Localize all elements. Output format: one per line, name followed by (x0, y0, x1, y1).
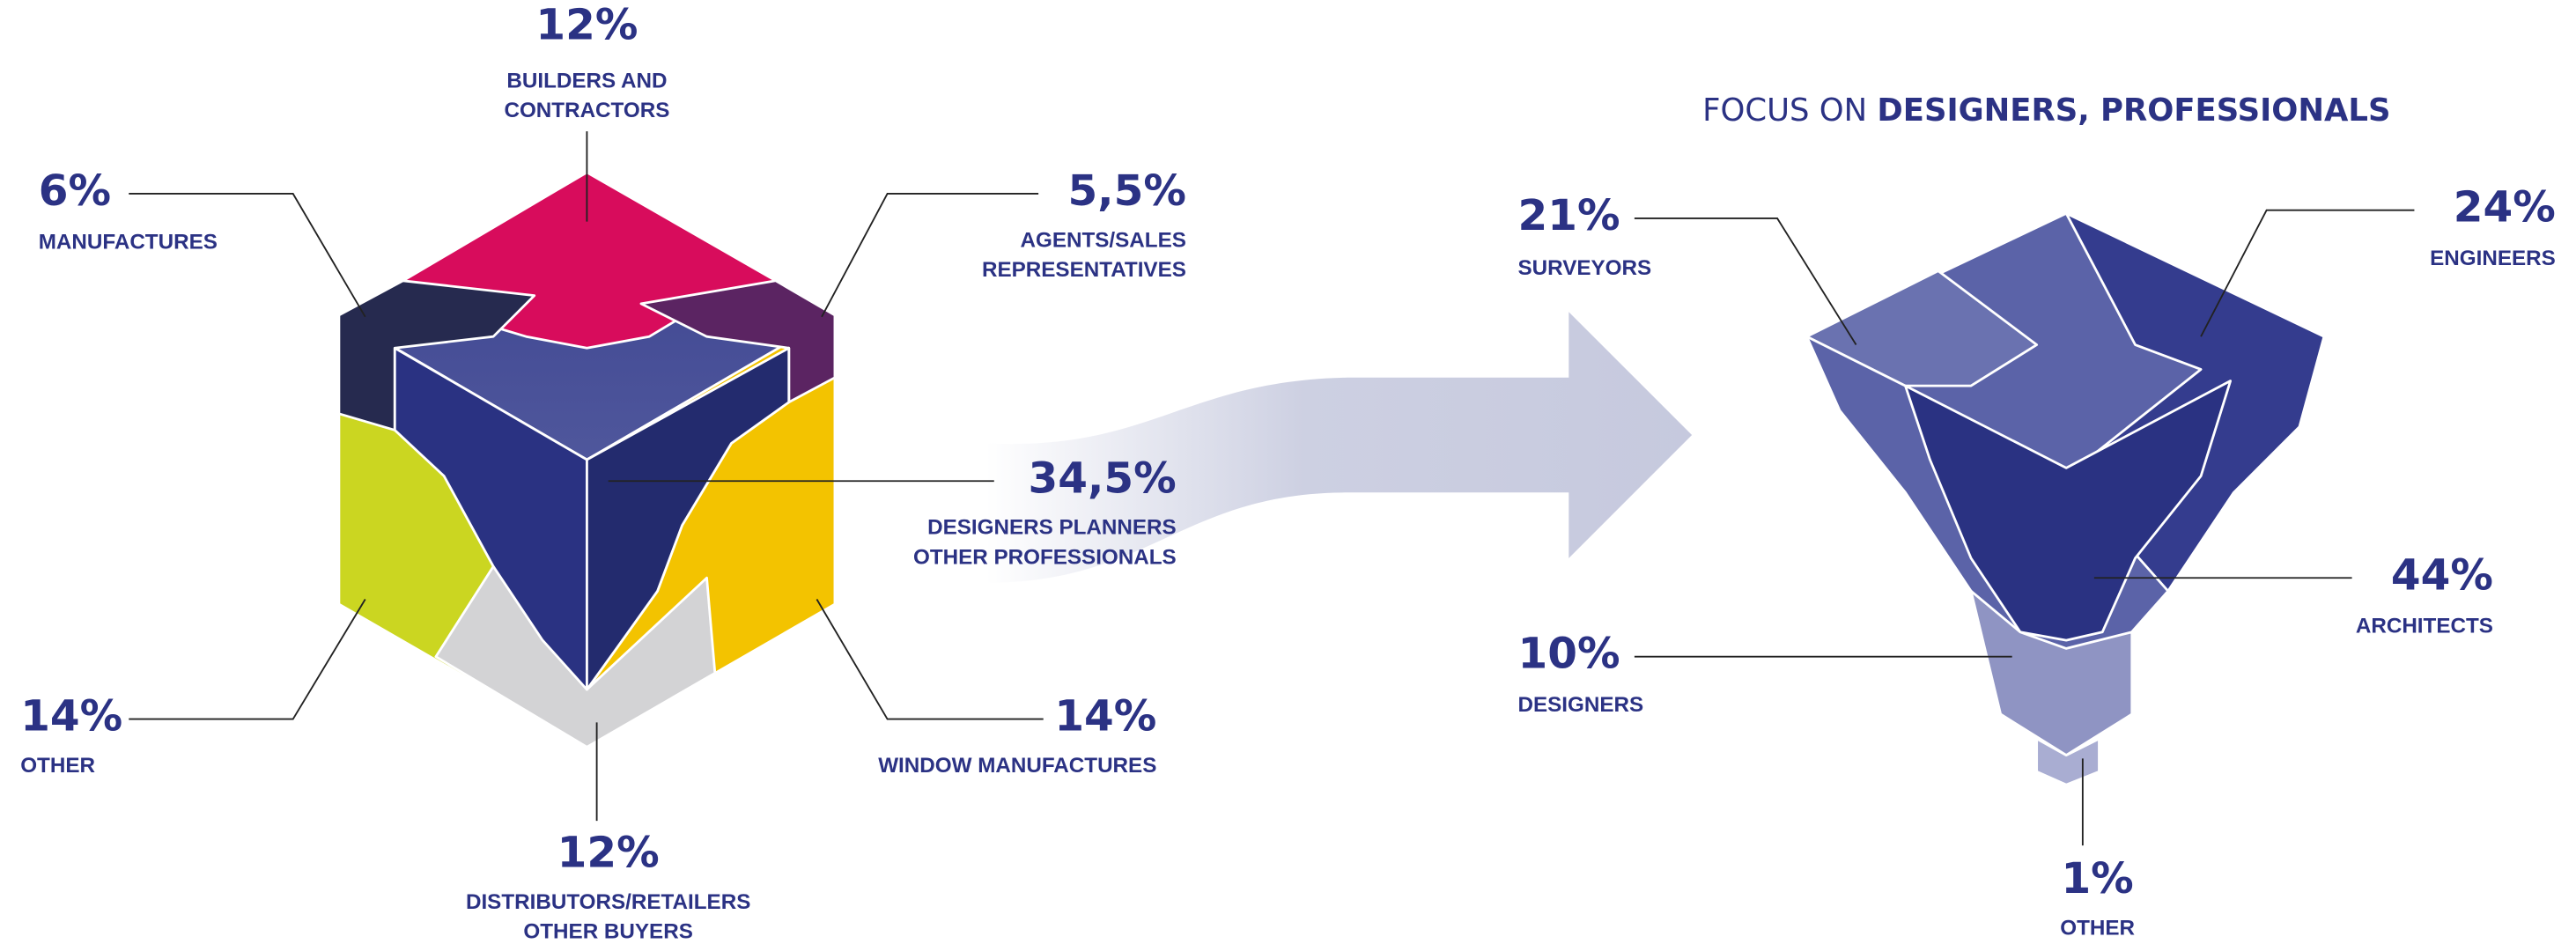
segment-value: 34,5% (1029, 454, 1177, 503)
segment-architects (1904, 380, 2233, 642)
cube (337, 171, 837, 749)
segment-value: 10% (1518, 630, 1620, 679)
segment-value: 14% (20, 692, 122, 741)
segment-label: DESIGNERS (1518, 693, 1644, 717)
leader-line (2200, 209, 2415, 337)
segment-value: 21% (1518, 191, 1620, 240)
segment-designers (1969, 589, 2134, 756)
pyramid (1805, 211, 2326, 786)
segment-label: CONTRACTORS (504, 99, 669, 122)
segment-label: OTHER BUYERS (523, 919, 692, 943)
segment-label: SURVEYORS (1518, 256, 1652, 280)
segment-label: DESIGNERS PLANNERS (927, 516, 1177, 540)
segment-designers-shade (586, 346, 791, 691)
segment-value: 14% (1054, 692, 1156, 741)
segment-label: AGENTS/SALES (1021, 228, 1186, 252)
segment-value: 12% (535, 1, 638, 50)
segment-label: ENGINEERS (2430, 247, 2556, 270)
segment-value: 44% (2391, 550, 2493, 600)
segment-label: OTHER (2060, 917, 2135, 940)
segment-value: 12% (557, 828, 660, 877)
segment-label: ARCHITECTS (2356, 615, 2493, 638)
segment-label: MANUFACTURES (39, 230, 218, 254)
segment-label: BUILDERS AND (506, 70, 667, 93)
segment-label: DISTRIBUTORS/RETAILERS (466, 890, 750, 914)
segment-label: OTHER PROFESSIONALS (913, 545, 1177, 569)
segment-label: WINDOW MANUFACTURES (878, 754, 1156, 778)
segment-label: OTHER (20, 754, 95, 778)
segment-value: 1% (2061, 854, 2133, 903)
title-prefix: FOCUS ON (1702, 92, 1867, 129)
leader-line (821, 193, 1039, 318)
focus-title: FOCUS ON DESIGNERS, PROFESSIONALS (1702, 92, 2390, 129)
segment-surveyors (1805, 269, 2039, 387)
segment-value: 24% (2454, 183, 2556, 232)
segment-agents (639, 279, 837, 404)
segment-value: 6% (39, 166, 111, 216)
leader-line (129, 193, 366, 318)
leader-line (1634, 218, 1857, 346)
segment-value: 5,5% (1067, 166, 1185, 216)
segment-label: REPRESENTATIVES (982, 258, 1186, 282)
arrow (985, 312, 1693, 583)
title-emphasis: DESIGNERS, PROFESSIONALS (1877, 92, 2390, 129)
leader-line (129, 599, 366, 720)
leader-line (816, 599, 1044, 720)
segment-manufactures (337, 279, 536, 431)
